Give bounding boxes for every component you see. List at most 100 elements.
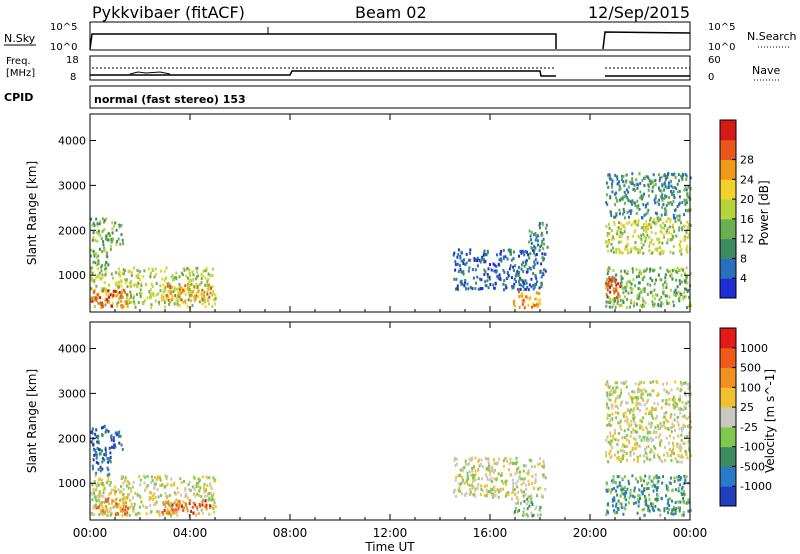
power-data-cell bbox=[91, 299, 94, 303]
power-data-cell bbox=[509, 264, 512, 268]
power-data-cell bbox=[96, 296, 99, 300]
velocity-data-cell bbox=[179, 477, 182, 481]
power-data-cell bbox=[613, 237, 616, 241]
power-data-cell bbox=[535, 291, 538, 295]
velocity-data-cell bbox=[166, 496, 169, 500]
velocity-data-cell bbox=[531, 514, 534, 518]
power-data-cell bbox=[96, 239, 99, 243]
velocity-data-cell bbox=[126, 496, 129, 500]
velocity-data-cell bbox=[607, 440, 610, 444]
power-data-cell bbox=[641, 303, 644, 307]
power-data-cell bbox=[183, 268, 186, 272]
power-data-cell bbox=[163, 278, 166, 282]
power-data-cell bbox=[110, 272, 113, 276]
power-data-cell bbox=[643, 287, 646, 291]
velocity-data-cell bbox=[666, 488, 669, 492]
power-data-cell bbox=[205, 283, 208, 287]
power-data-cell bbox=[99, 303, 102, 307]
power-data-cell bbox=[681, 228, 683, 232]
power-data-cell bbox=[618, 248, 621, 252]
velocity-data-cell bbox=[164, 491, 167, 495]
velocity-data-cell bbox=[115, 433, 118, 437]
power-data-cell bbox=[684, 202, 687, 206]
power-data-cell bbox=[611, 246, 614, 250]
velocity-data-cell bbox=[464, 493, 467, 497]
velocity-data-cell bbox=[207, 498, 210, 502]
velocity-ytick-label: 4000 bbox=[58, 342, 86, 355]
power-data-cell bbox=[544, 269, 547, 273]
velocity-data-cell bbox=[462, 466, 464, 470]
power-data-cell bbox=[486, 251, 489, 254]
velocity-data-cell bbox=[673, 452, 675, 456]
velocity-data-cell bbox=[633, 489, 636, 493]
velocity-data-cell bbox=[643, 513, 646, 517]
velocity-data-cell bbox=[108, 457, 111, 461]
power-data-cell bbox=[484, 280, 487, 284]
velocity-data-cell bbox=[153, 487, 156, 491]
velocity-data-cell bbox=[669, 448, 671, 452]
velocity-data-cell bbox=[139, 496, 142, 500]
power-data-cell bbox=[689, 271, 692, 275]
power-data-cell bbox=[631, 201, 634, 205]
velocity-data-cell bbox=[679, 483, 681, 487]
power-data-cell bbox=[652, 305, 655, 309]
power-data-cell bbox=[626, 173, 628, 177]
power-data-cell bbox=[105, 261, 107, 264]
time-tick-label: 12:00 bbox=[373, 526, 408, 540]
power-data-cell bbox=[673, 268, 676, 272]
power-data-cell bbox=[114, 290, 117, 293]
velocity-data-cell bbox=[684, 407, 687, 410]
velocity-data-cell bbox=[605, 383, 607, 387]
power-colorbar-tick: 28 bbox=[740, 154, 754, 167]
power-data-cell bbox=[493, 269, 496, 273]
power-data-cell bbox=[686, 290, 689, 294]
velocity-data-cell bbox=[117, 488, 120, 492]
velocity-data-cell bbox=[637, 494, 640, 498]
velocity-data-cell bbox=[609, 398, 612, 402]
velocity-data-cell bbox=[511, 491, 514, 495]
velocity-data-cell bbox=[605, 513, 608, 517]
velocity-data-cell bbox=[650, 479, 653, 483]
velocity-data-cell bbox=[128, 513, 131, 517]
velocity-data-cell bbox=[670, 459, 673, 462]
velocity-data-cell bbox=[632, 502, 635, 505]
velocity-data-cell bbox=[510, 497, 513, 501]
velocity-data-cell bbox=[98, 492, 101, 496]
power-data-cell bbox=[643, 304, 646, 308]
velocity-colorbar-tick: -100 bbox=[740, 441, 765, 454]
power-data-cell bbox=[126, 296, 129, 300]
velocity-data-cell bbox=[145, 512, 148, 516]
velocity-data-cell bbox=[636, 398, 638, 402]
power-data-cell bbox=[180, 271, 183, 275]
power-data-cell bbox=[465, 287, 467, 291]
power-data-cell bbox=[618, 208, 621, 212]
velocity-data-cell bbox=[664, 402, 667, 406]
velocity-data-cell bbox=[635, 447, 638, 450]
power-data-cell bbox=[178, 290, 181, 294]
power-data-cell bbox=[99, 277, 102, 281]
power-data-cell bbox=[97, 301, 100, 305]
velocity-data-cell bbox=[662, 415, 665, 419]
frequency-strip: Freq. [MHz] 18 8 60 0 Nave bbox=[6, 55, 780, 83]
velocity-data-cell bbox=[670, 512, 673, 516]
velocity-data-cell bbox=[124, 479, 126, 483]
power-data-cell bbox=[658, 186, 660, 190]
velocity-data-cell bbox=[213, 510, 216, 514]
velocity-data-cell bbox=[513, 461, 516, 465]
velocity-data-cell bbox=[173, 501, 176, 505]
power-data-cell bbox=[124, 300, 127, 304]
velocity-data-cell bbox=[466, 482, 469, 486]
power-data-cell bbox=[528, 283, 531, 287]
power-data-cell bbox=[454, 263, 457, 267]
velocity-data-cell bbox=[610, 389, 613, 393]
velocity-data-cell bbox=[106, 466, 109, 470]
power-data-cell bbox=[652, 173, 655, 177]
velocity-data-cell bbox=[150, 475, 153, 479]
velocity-data-cell bbox=[665, 487, 668, 491]
power-data-cell bbox=[619, 227, 622, 231]
velocity-data-cell bbox=[514, 493, 517, 496]
velocity-data-cell bbox=[502, 482, 505, 485]
velocity-data-cell bbox=[109, 507, 112, 510]
power-data-cell bbox=[544, 226, 547, 230]
velocity-data-cell bbox=[682, 513, 685, 517]
